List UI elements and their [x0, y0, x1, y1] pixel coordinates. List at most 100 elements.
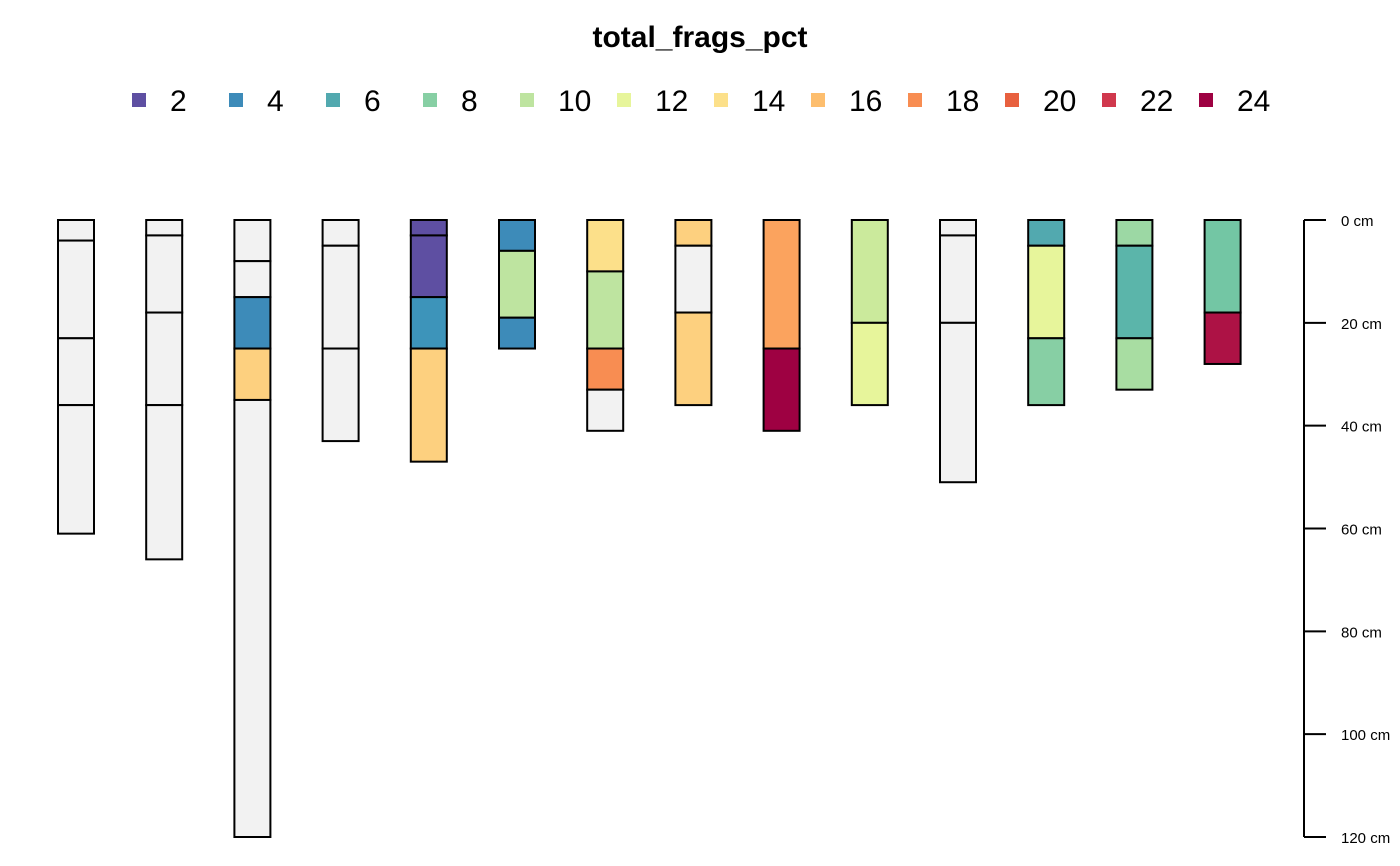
- depth-tick-label: 40 cm: [1341, 419, 1382, 436]
- horizon: [850, 219, 889, 324]
- depth-tick-label: 0 cm: [1341, 213, 1374, 230]
- horizon: [1203, 311, 1242, 365]
- legend-label: 16: [849, 85, 882, 118]
- legend-label: 10: [558, 85, 591, 118]
- soil-profile: [233, 219, 272, 838]
- horizon: [409, 296, 448, 350]
- horizon: [57, 404, 95, 535]
- soil-profile: [409, 219, 448, 463]
- legend-label: 4: [267, 85, 284, 118]
- depth-tick-label: 80 cm: [1341, 624, 1382, 641]
- legend-swatch: [229, 93, 243, 107]
- horizon: [233, 260, 272, 299]
- soil-profile: [57, 219, 95, 535]
- horizon: [57, 337, 95, 407]
- horizon: [674, 219, 713, 247]
- legend-label: 8: [461, 85, 478, 118]
- horizon: [321, 347, 360, 443]
- chart-title: total_frags_pct: [592, 21, 807, 54]
- horizon: [409, 234, 448, 299]
- horizon: [321, 244, 360, 350]
- soil-profile: [1115, 219, 1154, 391]
- horizon: [145, 404, 184, 561]
- soil-profile: [939, 219, 977, 484]
- horizon: [409, 347, 448, 463]
- horizon: [674, 244, 713, 314]
- soil-profile: [674, 219, 713, 407]
- horizon: [498, 249, 536, 319]
- legend-entry: 8: [423, 85, 478, 118]
- depth-tick-label: 60 cm: [1341, 522, 1382, 539]
- horizon: [498, 219, 536, 252]
- horizon: [145, 234, 184, 314]
- depth-tick-label: 100 cm: [1341, 727, 1390, 744]
- legend-label: 24: [1237, 85, 1270, 118]
- horizon: [939, 219, 977, 237]
- horizon: [1115, 219, 1154, 247]
- horizon: [409, 219, 448, 237]
- horizon: [1027, 337, 1066, 407]
- legend-entry: 18: [908, 85, 979, 118]
- legend-entry: 12: [617, 85, 688, 118]
- soil-profile: [498, 219, 536, 350]
- legend-swatch: [1102, 93, 1116, 107]
- soil-profile: [1027, 219, 1066, 407]
- legend-entry: 22: [1102, 85, 1173, 118]
- legend-swatch: [1005, 93, 1019, 107]
- legend-entry: 16: [811, 85, 882, 118]
- soil-profile: [1203, 219, 1242, 365]
- horizon: [57, 239, 95, 340]
- horizon: [145, 219, 184, 237]
- legend-label: 20: [1043, 85, 1076, 118]
- soil-profile: [850, 219, 889, 407]
- legend-swatch: [326, 93, 340, 107]
- legend-label: 18: [946, 85, 979, 118]
- profiles: [57, 219, 1242, 838]
- horizon: [1203, 219, 1242, 314]
- horizon: [1115, 337, 1154, 391]
- horizon: [498, 316, 536, 350]
- soil-profile: [321, 219, 360, 443]
- soil-profile: [145, 219, 184, 561]
- horizon: [586, 347, 625, 391]
- legend-label: 12: [655, 85, 688, 118]
- soil-profile: [762, 219, 801, 432]
- horizon: [233, 296, 272, 350]
- horizon: [233, 219, 272, 263]
- horizon: [762, 219, 801, 350]
- legend-entry: 6: [326, 85, 381, 118]
- legend-swatch: [520, 93, 534, 107]
- horizon: [850, 321, 889, 407]
- horizon: [586, 219, 625, 273]
- legend-entry: 2: [132, 85, 187, 118]
- horizon: [1115, 244, 1154, 340]
- legend-entry: 10: [520, 85, 591, 118]
- horizon: [1027, 244, 1066, 340]
- horizon: [233, 398, 272, 838]
- depth-tick-label: 20 cm: [1341, 316, 1382, 333]
- horizon: [674, 311, 713, 407]
- depth-axis: 0 cm 20 cm 40 cm 60 cm 80 cm 100 cm 120 cm: [1303, 213, 1390, 847]
- legend: 2 4 6 8 10 12 14 16 18 20 22 24: [132, 85, 1270, 118]
- horizon: [321, 219, 360, 247]
- horizon: [586, 270, 625, 350]
- legend-swatch: [1199, 93, 1213, 107]
- horizon: [586, 388, 625, 432]
- legend-label: 2: [170, 85, 187, 118]
- horizon: [1027, 219, 1066, 247]
- legend-swatch: [714, 93, 728, 107]
- legend-entry: 24: [1199, 85, 1270, 118]
- soil-profile: [586, 219, 625, 432]
- legend-label: 22: [1140, 85, 1173, 118]
- legend-swatch: [811, 93, 825, 107]
- horizon: [57, 219, 95, 242]
- depth-tick-label: 120 cm: [1341, 830, 1390, 847]
- horizon: [233, 347, 272, 401]
- legend-entry: 4: [229, 85, 284, 118]
- legend-swatch: [908, 93, 922, 107]
- horizon: [939, 321, 977, 484]
- legend-entry: 20: [1005, 85, 1076, 118]
- legend-swatch: [132, 93, 146, 107]
- legend-label: 14: [752, 85, 785, 118]
